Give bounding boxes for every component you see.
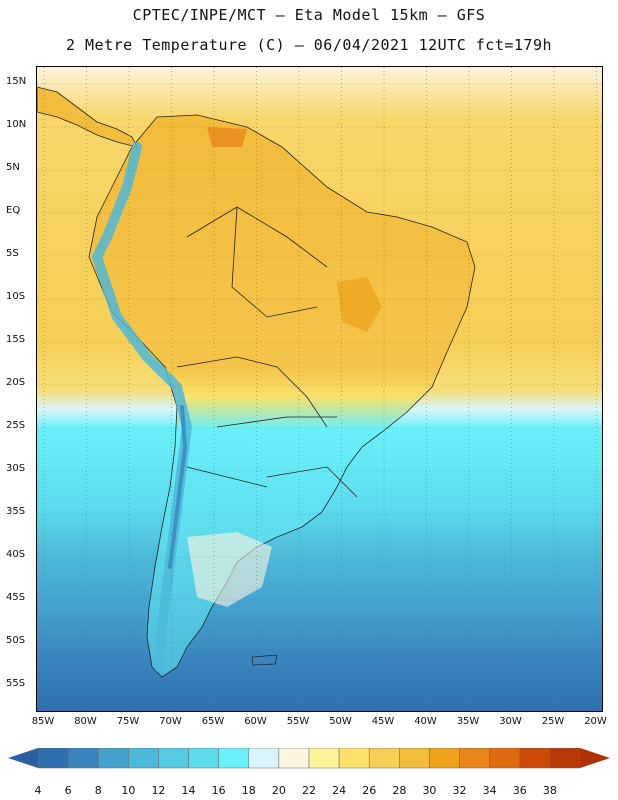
colorbar-cell (549, 748, 581, 769)
colorbar-label: 10 (121, 784, 136, 797)
colorbar-cell (308, 748, 340, 769)
latitude-label: 55S (6, 678, 26, 689)
latitude-label: 5N (6, 162, 20, 173)
graticule (37, 67, 602, 711)
longitude-label: 40W (414, 716, 437, 727)
longitude-label: 65W (201, 716, 225, 727)
colorbar-label: 4 (34, 784, 42, 797)
longitude-label: 60W (244, 716, 267, 727)
colorbar-label: 36 (512, 784, 527, 797)
colorbar-cell (128, 748, 159, 769)
colorbar-cell (399, 748, 430, 769)
map-title: CPTEC/INPE/MCT – Eta Model 15km – GFS (132, 6, 486, 24)
warm-core-region (207, 127, 247, 147)
colorbar-cell (278, 748, 310, 769)
longitude-label: 20W (584, 716, 607, 727)
colorbar-cell (188, 748, 219, 769)
colorbar-cell (519, 748, 551, 769)
latitude-label: 40S (6, 549, 26, 560)
colorbar-label: 26 (362, 784, 377, 797)
colorbar-cell (429, 748, 460, 769)
colorbar-cell (218, 748, 250, 769)
colorbar-label: 32 (452, 784, 467, 797)
longitude-label: 25W (541, 716, 565, 727)
longitude-label: 45W (371, 716, 395, 727)
colorbar-label: 18 (241, 784, 256, 797)
latitude-label: 5S (6, 248, 19, 259)
colorbar-cell (97, 748, 129, 769)
colorbar-cell (158, 748, 189, 769)
colorbar (8, 748, 610, 769)
colorbar-label: 20 (271, 784, 286, 797)
colorbar-cell (459, 748, 490, 769)
colorbar-label: 34 (482, 784, 497, 797)
longitude-label: 35W (456, 716, 480, 727)
colorbar-label: 12 (151, 784, 166, 797)
map-subtitle: 2 Metre Temperature (C) – 06/04/2021 12U… (65, 36, 553, 54)
longitude-label: 70W (159, 716, 182, 727)
latitude-label: 35S (6, 506, 26, 517)
latitude-label: 15N (6, 76, 27, 87)
warm-interior-region (337, 277, 382, 332)
colorbar-cell (37, 748, 69, 769)
colorbar-label: 14 (181, 784, 196, 797)
temperature-map (37, 67, 602, 711)
colorbar-label: 16 (211, 784, 226, 797)
longitude-label: 75W (116, 716, 140, 727)
cool-south-region (187, 532, 272, 607)
colorbar-label: 28 (392, 784, 407, 797)
colorbar-cell (248, 748, 280, 769)
colorbar-high-arrow (580, 748, 610, 768)
colorbar-label: 22 (302, 784, 316, 797)
longitude-label: 50W (329, 716, 352, 727)
latitude-label: 20S (6, 377, 26, 388)
latitude-label: 30S (6, 463, 26, 474)
colorbar-cell (489, 748, 521, 769)
latitude-label: 10N (6, 119, 27, 130)
longitude-label: 30W (499, 716, 522, 727)
andes-core (168, 405, 188, 569)
latitude-label: 25S (6, 420, 26, 431)
latitude-label: 10S (6, 291, 26, 302)
map-panel (36, 66, 603, 712)
colorbar-cell (368, 748, 400, 769)
colorbar-low-arrow (8, 748, 38, 768)
longitude-label: 80W (74, 716, 97, 727)
colorbar-cell (67, 748, 99, 769)
latitude-label: 15S (6, 334, 26, 345)
colorbar-label: 8 (94, 784, 102, 797)
colorbar-label: 38 (542, 784, 557, 797)
colorbar-cell (338, 748, 370, 769)
latitude-label: 50S (6, 635, 26, 646)
latitude-label: EQ (6, 205, 21, 216)
colorbar-label: 6 (64, 784, 72, 797)
latitude-label: 45S (6, 592, 26, 603)
colorbar-label: 24 (332, 784, 347, 797)
country-borders (176, 206, 358, 498)
colorbar-label: 30 (422, 784, 437, 797)
longitude-label: 85W (31, 716, 55, 727)
falkland-islands (251, 654, 278, 666)
longitude-label: 55W (286, 716, 310, 727)
